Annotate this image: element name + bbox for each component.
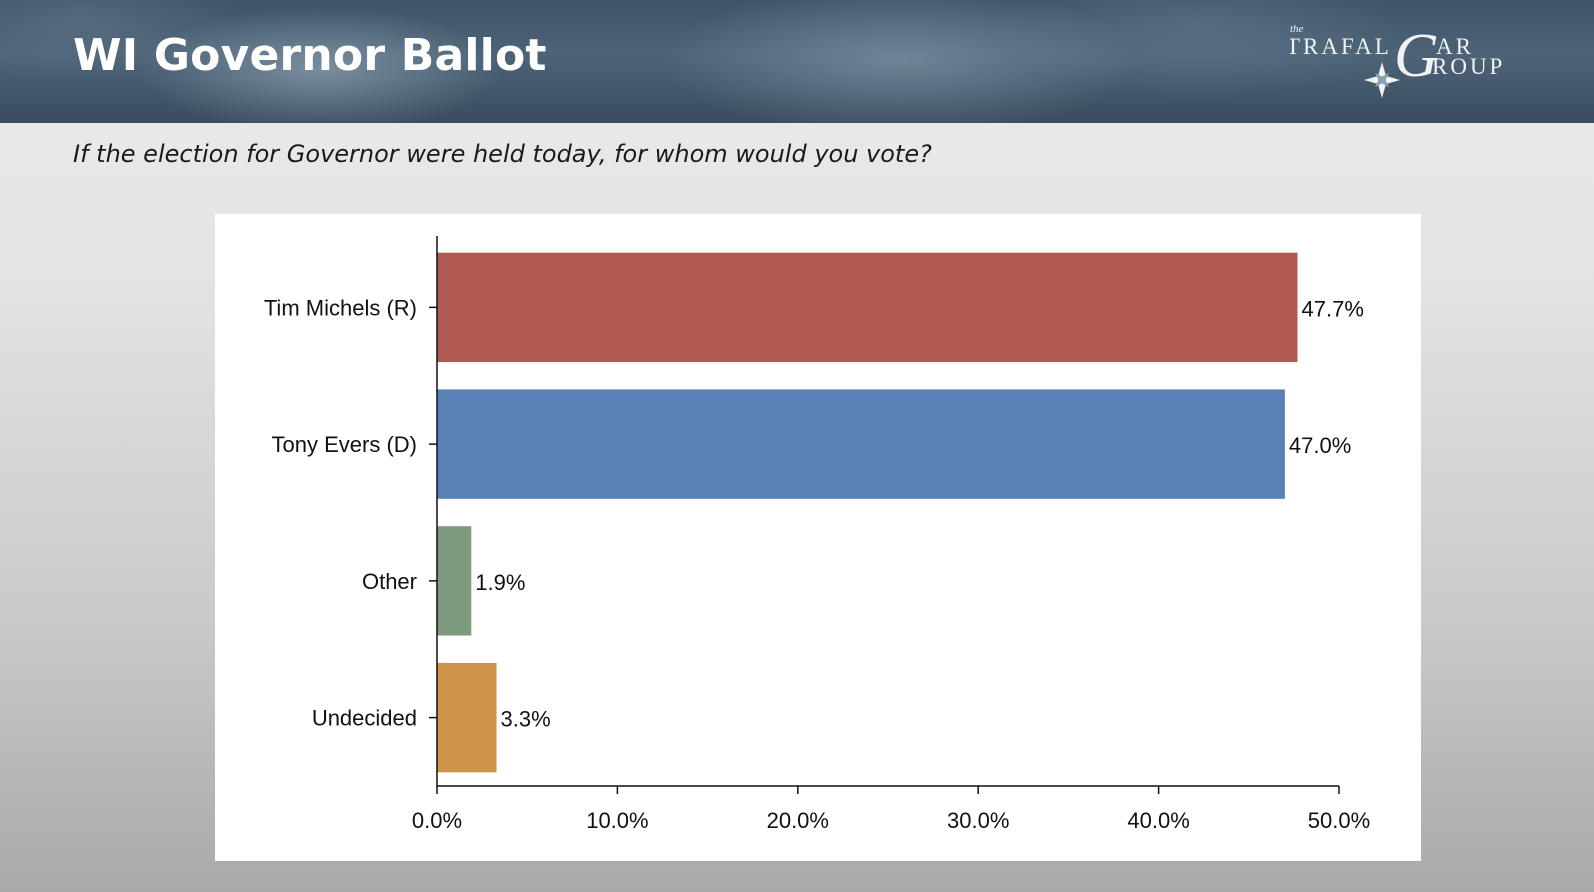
x-tick-label: 0.0% [412,808,462,833]
page-title: WI Governor Ballot [73,30,547,81]
x-tick-label: 20.0% [767,808,829,833]
compass-star-icon [1364,62,1400,98]
x-tick-label: 30.0% [947,808,1009,833]
data-label: 47.7% [1302,296,1364,321]
logo-line2: ROUP [1432,54,1505,79]
bar [437,526,472,636]
x-tick-label: 40.0% [1127,808,1189,833]
chart-panel: Tim Michels (R) 47.7% Tony Evers (D) 47.0% O… [215,214,1421,861]
category-label: Tony Evers (D) [272,432,417,457]
bar [437,252,1298,363]
survey-question: If the election for Governor were held t… [73,140,932,168]
x-tick-label: 10.0% [586,808,648,833]
data-label: 3.3% [501,707,551,732]
bar [437,389,1285,499]
header-banner: WI Governor Ballot the TRAFAL G AR ROUP [0,0,1594,123]
category-label: Other [362,569,417,594]
logo-prefix: the [1290,23,1304,35]
trafalgar-group-logo: the TRAFAL G AR ROUP [1290,22,1505,98]
logo-line1: TRAFAL [1290,34,1392,59]
category-label: Undecided [312,706,417,731]
logo-line1-end: AR [1436,34,1474,59]
logo-big-letter: G [1394,22,1439,90]
data-label: 1.9% [475,570,525,595]
bar-chart: Tim Michels (R) 47.7% Tony Evers (D) 47.0% O… [264,236,1370,833]
bar [437,662,497,773]
x-tick-label: 50.0% [1308,808,1370,833]
category-label: Tim Michels (R) [264,295,417,320]
data-label: 47.0% [1289,433,1351,458]
